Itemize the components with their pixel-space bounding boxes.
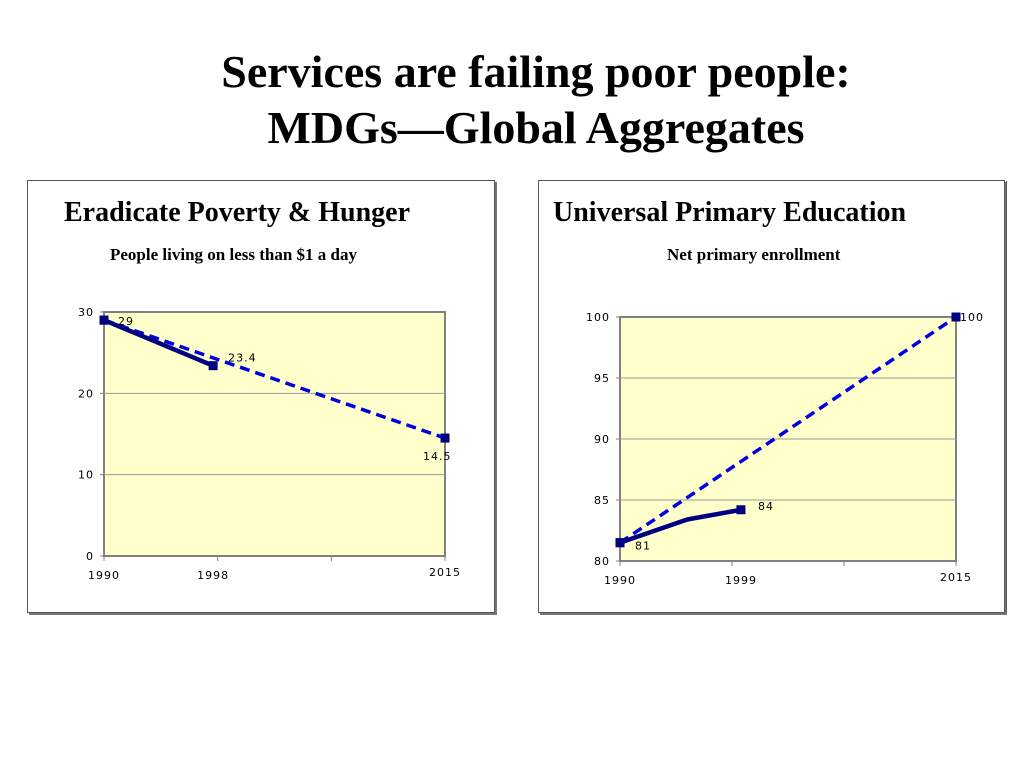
poverty-x-tick-label: 1998: [197, 569, 229, 582]
education-data-marker: [736, 505, 746, 515]
education-actual-line: [619, 507, 742, 545]
poverty-data-marker: [99, 315, 109, 325]
education-target-line: [619, 315, 957, 545]
slide-title: Services are failing poor people: MDGs—G…: [0, 44, 1024, 156]
poverty-actual-line: [103, 318, 214, 368]
education-data-label: 81: [635, 540, 651, 553]
poverty-chart-title: People living on less than $1 a day: [110, 245, 358, 264]
education-y-tick-label: 100: [586, 311, 610, 324]
education-x-tick-label: 1990: [604, 574, 636, 587]
slide-title-line-1: Services are failing poor people:: [221, 46, 851, 97]
poverty-chart: 0 10 20 30 1990 1998 2015 29 23.4 14.5: [78, 306, 461, 582]
education-chart-panel: Universal Primary Education Net primary …: [538, 180, 1007, 613]
poverty-data-marker: [440, 433, 450, 443]
poverty-data-label: 29: [118, 315, 134, 328]
poverty-data-marker: [208, 361, 218, 371]
poverty-y-tick-label: 30: [78, 306, 94, 319]
poverty-x-tick-label: 2015: [429, 566, 461, 579]
education-data-label: 84: [758, 500, 774, 513]
poverty-y-tick-label: 10: [78, 469, 94, 482]
education-y-tick-label: 85: [594, 494, 610, 507]
poverty-data-label: 23.4: [228, 352, 257, 365]
education-data-marker: [951, 312, 961, 322]
poverty-target-line: [103, 318, 446, 440]
poverty-data-label: 14.5: [423, 450, 452, 463]
education-panel-heading: Universal Primary Education: [553, 197, 907, 229]
poverty-chart-panel: Eradicate Poverty & Hunger People living…: [27, 180, 495, 613]
poverty-panel-heading: Eradicate Poverty & Hunger: [58, 195, 417, 231]
education-y-tick-label: 80: [594, 555, 610, 568]
poverty-plot-area: [103, 311, 446, 557]
education-data-marker: [615, 538, 625, 548]
panel-edge-line: [1006, 181, 1007, 612]
education-chart-title: Net primary enrollment: [667, 245, 841, 264]
education-y-tick-label: 90: [594, 433, 610, 446]
education-data-label: 100: [960, 311, 984, 324]
poverty-y-tick-label: 0: [86, 550, 94, 563]
education-x-tick-label: 1999: [725, 574, 757, 587]
poverty-y-tick-label: 20: [78, 387, 94, 400]
education-x-tick-label: 2015: [940, 571, 972, 584]
education-chart: 80 85 90 95 100 1990 1999 2015 81 84 100: [586, 311, 984, 587]
poverty-x-tick-label: 1990: [88, 569, 120, 582]
education-y-tick-label: 95: [594, 372, 610, 385]
slide-title-line-2: MDGs—Global Aggregates: [267, 102, 805, 153]
